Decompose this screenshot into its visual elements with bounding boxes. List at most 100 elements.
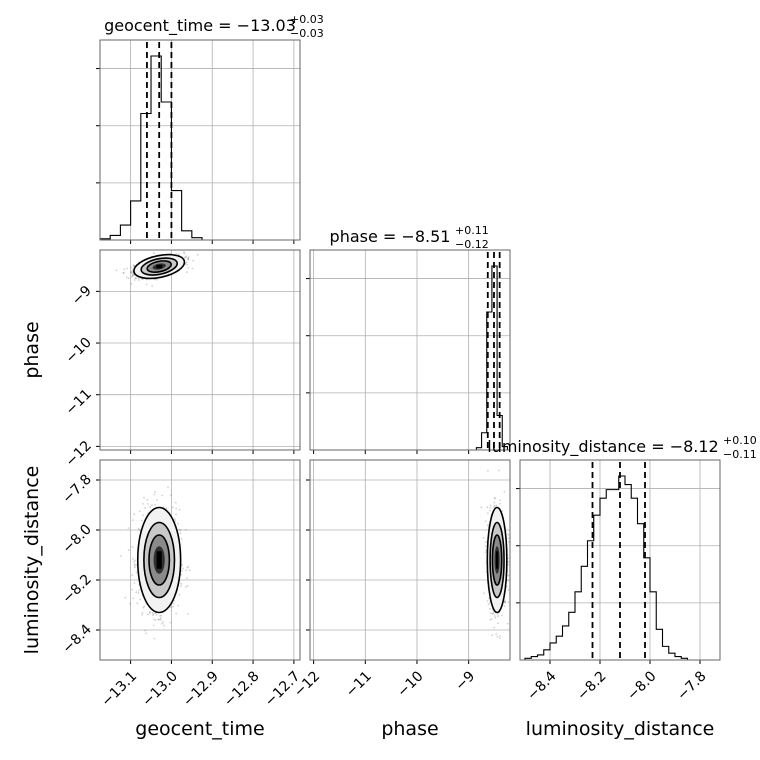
panel-2-1: −12 −11 −10 −9 [291,459,511,701]
sample-point [134,277,137,279]
sample-point [185,569,187,572]
sample-point [493,501,496,504]
sample-point [131,546,134,548]
sample-point [144,629,147,632]
sample-point [493,615,496,617]
sample-point [132,264,135,267]
sample-point [131,275,134,277]
sample-point [146,613,149,616]
density-peak-1-0 [156,264,163,269]
ytick-label-luminosity_distance: −7.8 [59,472,94,507]
contour-line-1-0-2 [146,260,173,273]
sample-point [161,622,164,625]
sample-point [131,273,134,276]
contour-line-2-1-2 [491,534,503,586]
title-geocent-time-plus: +0.03 [290,13,324,26]
sample-point [133,565,136,567]
sample-point [495,504,498,507]
sample-point [169,606,172,609]
sample-point [137,527,140,530]
sample-point [504,600,506,602]
sample-point [133,513,136,516]
sample-point [186,577,188,580]
histogram-geocent_time [99,55,223,241]
sample-point [152,252,155,254]
sample-point [480,506,483,509]
sample-point [159,618,162,621]
sample-point [137,279,140,281]
sample-point [151,611,154,614]
panel-frame-1-0 [99,249,301,451]
density-peak-2-0 [156,551,162,569]
sample-point [177,522,179,525]
sample-point [493,497,496,499]
sample-point [142,278,144,281]
sample-point [187,267,190,269]
sample-point [132,597,135,600]
title-geocent-time: geocent_time = −13.03 [104,16,296,36]
sample-point [138,510,141,512]
sample-point [131,519,134,521]
sample-point [493,626,496,629]
sample-point [484,520,487,523]
sample-point [486,600,489,602]
sample-point [138,528,141,531]
sample-point [489,504,492,507]
sample-point [486,506,489,509]
sample-point [487,603,490,606]
sample-point [180,585,183,587]
sample-point [187,257,190,260]
sample-point [133,264,136,267]
panel-frame-2-1 [309,459,511,661]
sample-point [127,277,130,280]
ytick-label-luminosity_distance: −8.0 [59,522,94,557]
ytick-label-luminosity_distance: −8.2 [59,572,94,607]
sample-point [145,283,148,286]
sample-point [187,565,190,568]
contour-line-1-0-0 [133,253,186,280]
sample-point [497,469,500,472]
sample-point [160,614,163,617]
sample-point [185,255,188,258]
sample-point [163,624,166,627]
contour-line-2-0-1 [143,521,176,599]
sample-point [497,615,500,617]
xtick-label-luminosity_distance: −8.2 [574,668,609,703]
sample-point [507,533,510,536]
sample-point [507,574,510,577]
sample-point [499,502,502,505]
title-luminosity-distance-plus: +0.10 [723,434,757,447]
sample-point [497,622,499,625]
sample-point [149,612,151,614]
sample-point [147,503,149,505]
sample-point [119,555,122,557]
panel-1-1 [306,249,511,454]
sample-point [488,597,490,600]
sample-point [487,470,489,472]
sample-point [162,620,164,623]
sample-point [126,267,128,270]
sample-point [174,501,177,504]
sample-point [180,582,183,585]
sample-point [131,574,134,576]
sample-point [131,275,133,278]
sample-point [173,518,176,520]
sample-point [142,514,144,517]
sample-point [191,267,194,270]
sample-point [501,614,503,617]
sample-point [490,618,493,620]
sample-point [492,611,495,613]
sample-point [489,618,491,621]
contour-line-2-0-2 [148,534,171,586]
sample-point [183,256,186,259]
ytick-label-phase: −9 [69,283,95,309]
sample-point [177,604,180,607]
title-phase-minus: −0.12 [455,238,489,251]
sample-point [139,598,142,601]
sample-point [136,602,139,605]
title-geocent-time-minus: −0.03 [290,27,324,40]
sample-point [161,494,164,497]
xtick-label-geocent_time: −13.0 [139,668,181,710]
sample-point [196,253,199,256]
